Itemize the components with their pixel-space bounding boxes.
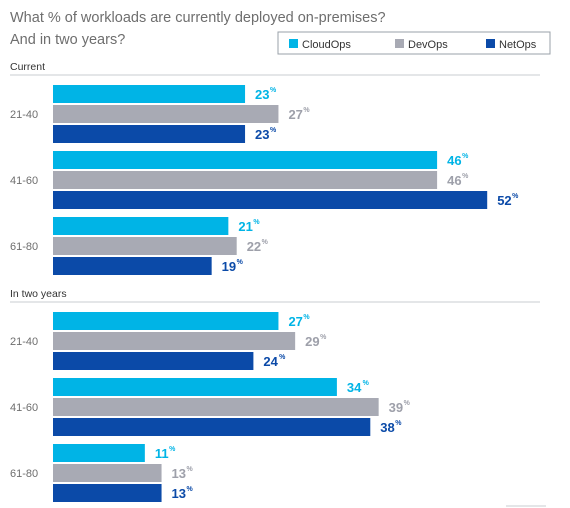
section-label: In two years xyxy=(10,288,67,300)
data-label-unit: % xyxy=(279,354,286,361)
legend-swatch xyxy=(395,39,404,48)
data-label-unit: % xyxy=(237,259,244,266)
bar xyxy=(53,85,246,103)
legend-label: CloudOps xyxy=(302,39,351,51)
data-label: 27 xyxy=(288,107,302,122)
category-label: 21-40 xyxy=(10,109,38,121)
data-label-unit: % xyxy=(169,446,176,453)
data-label-unit: % xyxy=(303,107,310,114)
bar xyxy=(53,444,145,462)
data-label-unit: % xyxy=(270,87,277,94)
bar xyxy=(53,237,237,255)
legend-box xyxy=(277,31,551,55)
bar xyxy=(53,484,162,502)
bar xyxy=(53,217,229,235)
data-label: 52 xyxy=(497,193,511,208)
data-label: 22 xyxy=(247,239,261,254)
bar xyxy=(53,191,488,209)
bar xyxy=(53,257,212,275)
data-label: 24 xyxy=(263,354,278,369)
data-label: 34 xyxy=(347,380,362,395)
data-label: 13 xyxy=(172,486,186,501)
bar xyxy=(53,171,438,189)
legend-label: NetOps xyxy=(499,39,537,51)
category-label: 61-80 xyxy=(10,468,38,480)
chart-title-line-1: What % of workloads are currently deploy… xyxy=(10,10,386,26)
data-label: 27 xyxy=(288,314,302,329)
legend-swatch xyxy=(289,39,298,48)
category-label: 21-40 xyxy=(10,336,38,348)
data-label: 46 xyxy=(447,153,461,168)
data-label-unit: % xyxy=(187,486,194,493)
data-label-unit: % xyxy=(404,400,411,407)
legend-swatch xyxy=(486,39,495,48)
data-label: 29 xyxy=(305,334,319,349)
legend-label: DevOps xyxy=(408,39,448,51)
bar xyxy=(53,312,279,330)
bar xyxy=(53,398,379,416)
data-label: 11 xyxy=(155,446,169,461)
data-label-unit: % xyxy=(512,193,519,200)
bar xyxy=(53,378,337,396)
data-label-unit: % xyxy=(462,153,469,160)
category-label: 61-80 xyxy=(10,241,38,253)
data-label: 39 xyxy=(389,400,403,415)
category-label: 41-60 xyxy=(10,402,38,414)
section-label: Current xyxy=(10,61,45,73)
data-label-unit: % xyxy=(253,219,260,226)
data-label: 19 xyxy=(222,259,236,274)
data-label-unit: % xyxy=(462,173,469,180)
bar xyxy=(53,105,279,123)
bar xyxy=(53,418,371,436)
data-label: 23 xyxy=(255,87,269,102)
bar xyxy=(53,464,162,482)
chart-legend: CloudOps DevOps NetOps xyxy=(277,31,551,55)
category-label: 41-60 xyxy=(10,175,38,187)
bar xyxy=(53,151,438,169)
data-label: 38 xyxy=(380,420,394,435)
bar xyxy=(53,352,254,370)
data-label: 13 xyxy=(172,466,186,481)
data-label-unit: % xyxy=(262,239,269,246)
data-label: 46 xyxy=(447,173,461,188)
data-label-unit: % xyxy=(395,420,402,427)
data-label: 23 xyxy=(255,127,269,142)
data-label: 21 xyxy=(238,219,252,234)
bar xyxy=(53,125,246,143)
data-label-unit: % xyxy=(363,380,370,387)
data-label-unit: % xyxy=(303,314,310,321)
chart-title-line-2: And in two years? xyxy=(10,32,125,48)
data-label-unit: % xyxy=(187,466,194,473)
data-label-unit: % xyxy=(320,334,327,341)
bar xyxy=(53,332,296,350)
data-label-unit: % xyxy=(270,127,277,134)
